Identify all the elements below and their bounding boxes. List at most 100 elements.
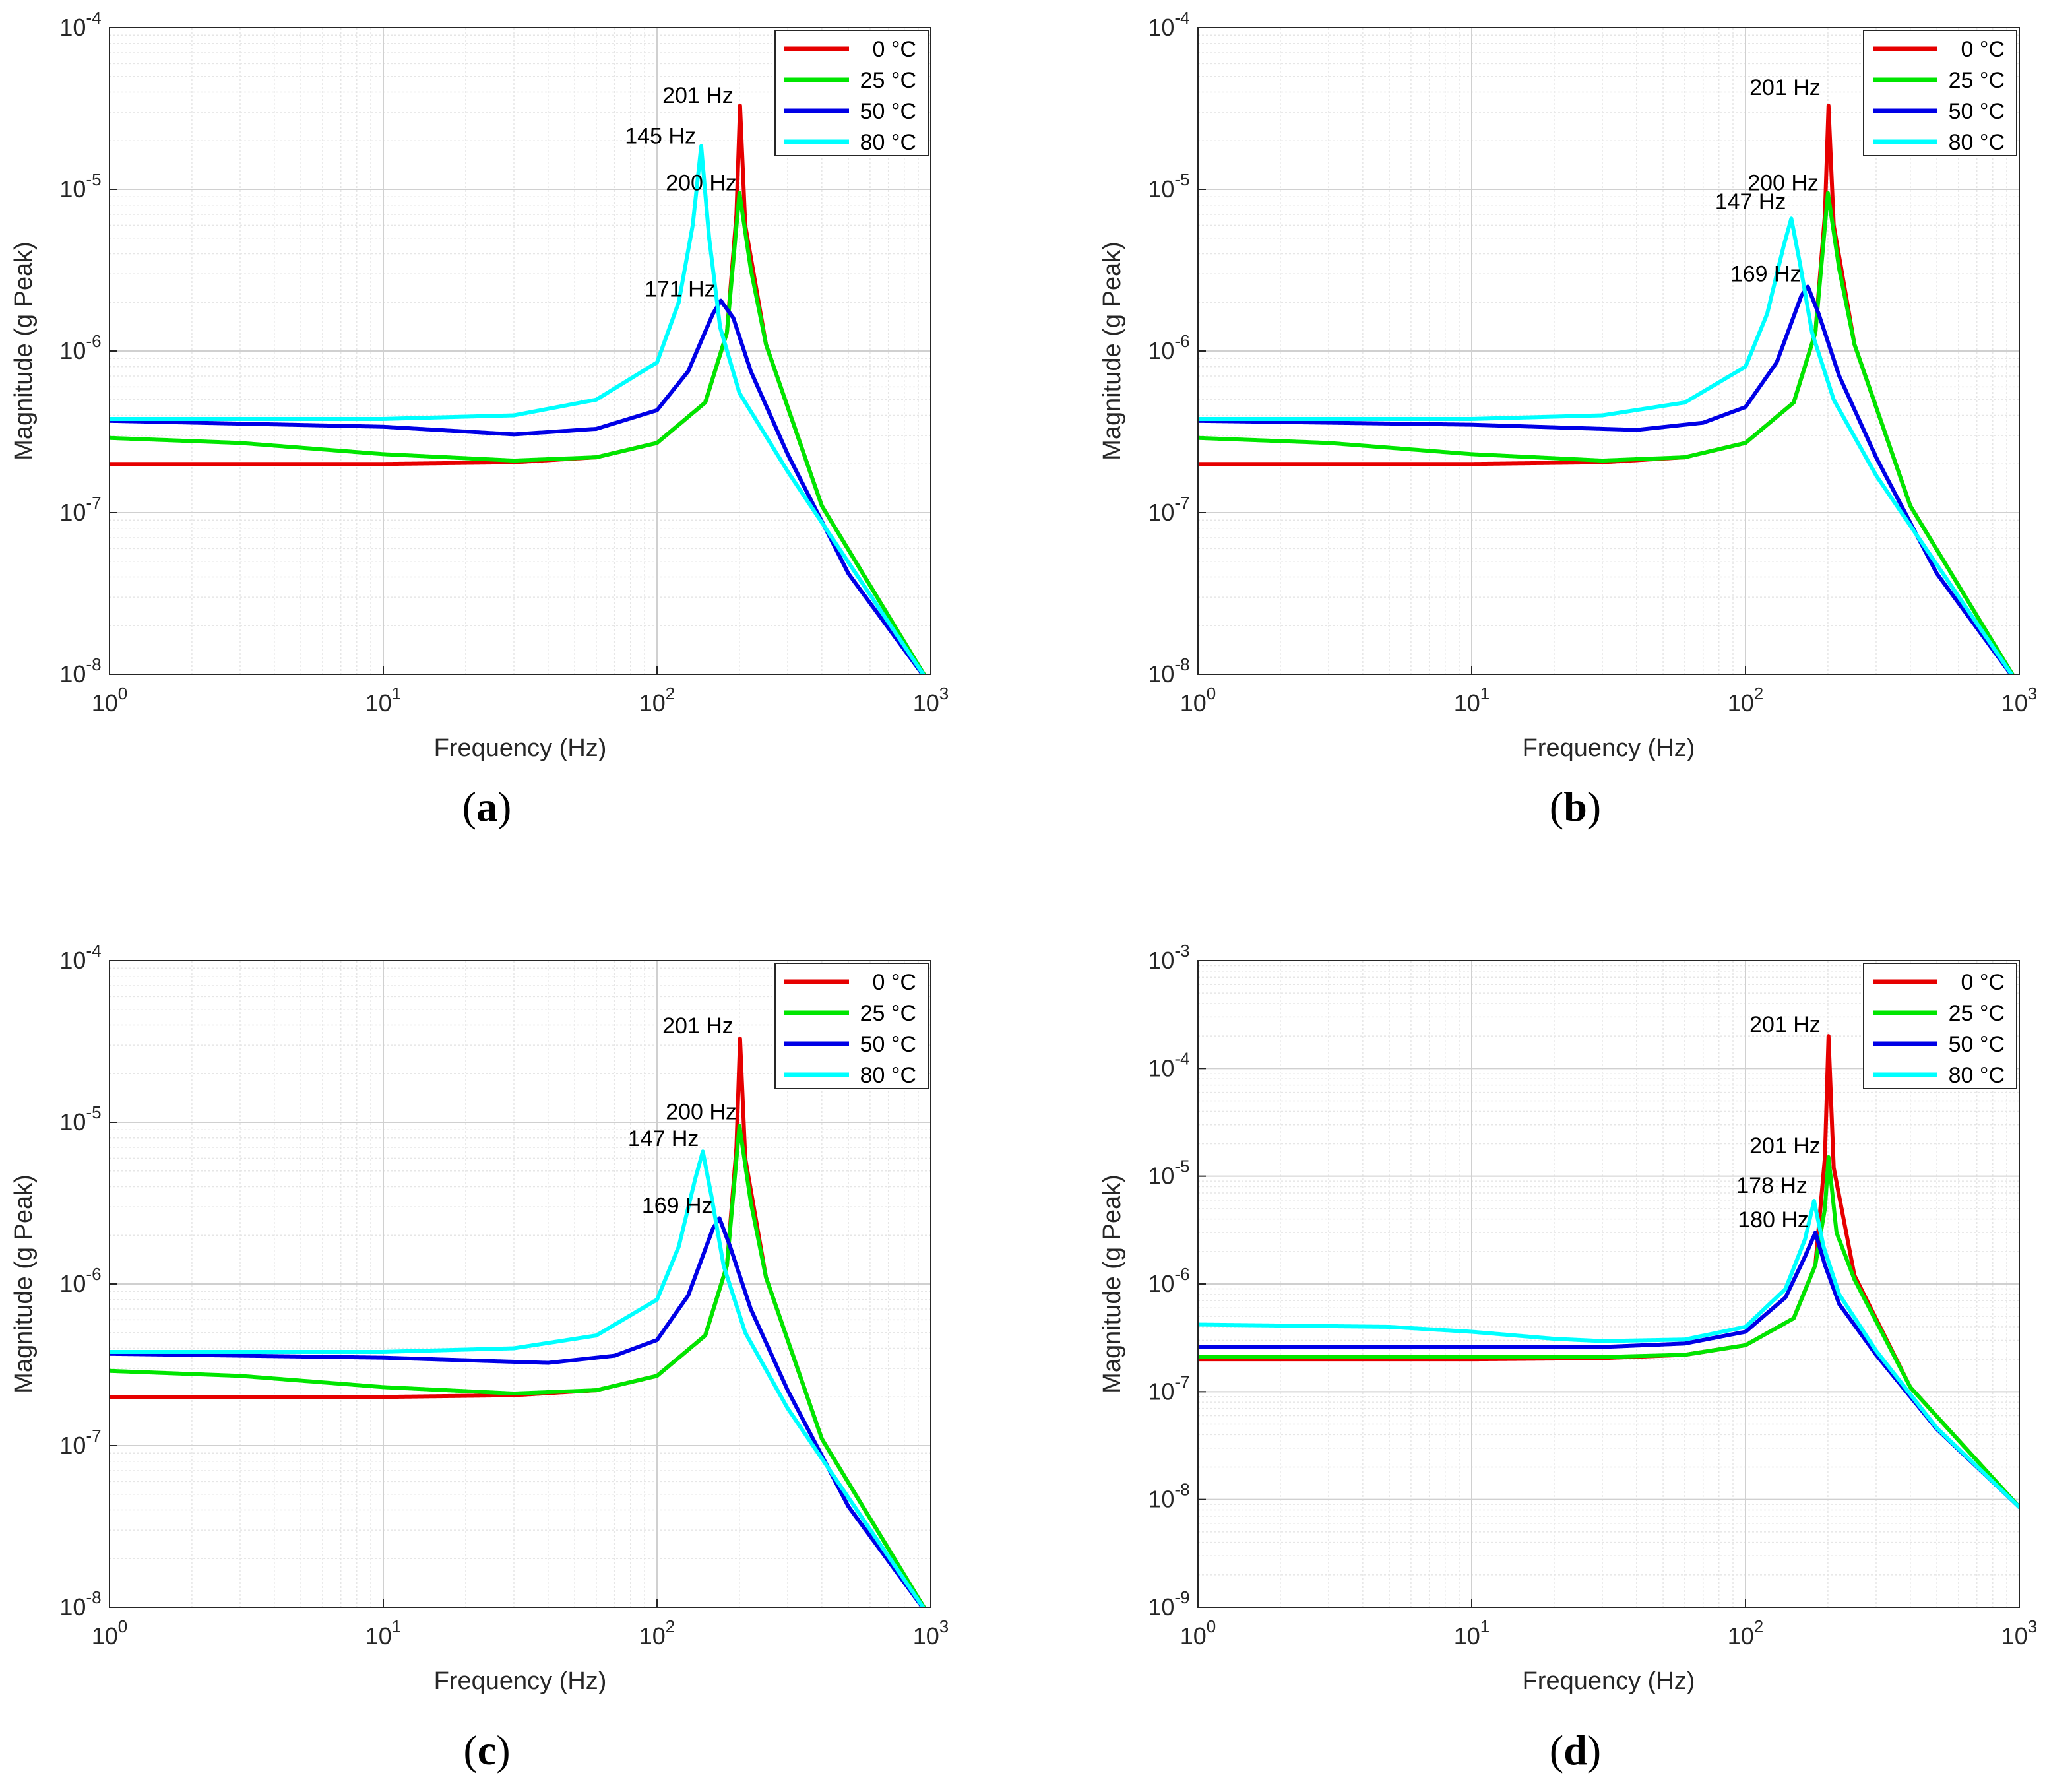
caption-letter: d <box>1563 1727 1587 1774</box>
y-tick-exponent: -6 <box>1174 331 1189 351</box>
y-tick-exponent: -5 <box>1174 1157 1189 1176</box>
x-tick-label: 101 <box>1454 684 1490 717</box>
y-tick-base: 10 <box>59 660 86 688</box>
panel-caption: (b) <box>1550 783 1601 830</box>
legend-entry-label: 0 °C <box>872 37 916 62</box>
caption-letter: b <box>1563 783 1587 830</box>
y-tick-label: 10-3 <box>1148 941 1189 974</box>
legend-entry-label: 50 °C <box>860 99 916 124</box>
legend-entry-label: 0 °C <box>872 970 916 995</box>
y-tick-base: 10 <box>59 947 86 974</box>
y-tick-label: 10-8 <box>59 1587 101 1620</box>
y-tick-label: 10-9 <box>1148 1587 1189 1620</box>
y-tick-base: 10 <box>59 176 86 203</box>
x-tick-label: 100 <box>1180 1616 1216 1649</box>
y-tick-label: 10-6 <box>59 1264 101 1297</box>
x-tick-exponent: 2 <box>1754 684 1763 703</box>
x-tick-label: 103 <box>913 684 949 717</box>
peak-annotation: 171 Hz <box>645 277 716 302</box>
y-tick-exponent: -3 <box>1174 941 1189 961</box>
caption-open-paren: ( <box>462 783 476 830</box>
x-tick-label: 102 <box>1728 1616 1764 1649</box>
x-tick-base: 10 <box>639 1622 666 1649</box>
legend-entry-label: 0 °C <box>1961 37 2005 62</box>
legend-entry-label: 80 °C <box>1949 130 2005 155</box>
x-tick-base: 10 <box>92 1622 118 1649</box>
x-tick-base: 10 <box>2001 689 2028 717</box>
y-tick-exponent: -6 <box>86 1264 101 1284</box>
y-tick-label: 10-8 <box>1148 655 1189 688</box>
x-tick-exponent: 1 <box>1480 1616 1490 1636</box>
y-axis-label: Magnitude (g Peak) <box>1098 1174 1126 1393</box>
x-tick-base: 10 <box>1728 1622 1754 1649</box>
y-tick-label: 10-8 <box>1148 1480 1189 1513</box>
x-tick-base: 10 <box>2001 1622 2028 1649</box>
x-tick-base: 10 <box>913 1622 939 1649</box>
x-tick-label: 103 <box>913 1616 949 1649</box>
y-tick-label: 10-8 <box>59 655 101 688</box>
x-tick-label: 101 <box>365 1616 402 1649</box>
y-axis-label: Magnitude (g Peak) <box>10 1174 38 1393</box>
caption-close-paren: ) <box>1587 1727 1601 1774</box>
y-tick-label: 10-4 <box>1148 8 1189 41</box>
y-tick-exponent: -8 <box>1174 655 1189 674</box>
x-tick-label: 101 <box>1454 1616 1490 1649</box>
x-tick-label: 102 <box>639 1616 676 1649</box>
y-tick-exponent: -4 <box>1174 8 1189 28</box>
y-tick-label: 10-6 <box>1148 331 1189 364</box>
annotations: 201 Hz 145 Hz 200 Hz 171 Hz <box>625 83 737 302</box>
y-tick-exponent: -7 <box>1174 1372 1189 1392</box>
peak-annotation: 178 Hz <box>1736 1173 1808 1198</box>
series-group <box>110 1036 927 1607</box>
peak-annotation: 201 Hz <box>1749 75 1821 100</box>
x-tick-exponent: 2 <box>666 684 675 703</box>
caption-close-paren: ) <box>496 1727 510 1774</box>
y-tick-base: 10 <box>1148 947 1174 974</box>
legend-entry-label: 50 °C <box>1949 1032 2005 1057</box>
y-tick-label: 10-4 <box>59 941 101 974</box>
x-tick-label: 100 <box>1180 684 1216 717</box>
x-tick-label: 103 <box>2001 1616 2038 1649</box>
series-line-80C <box>110 1149 926 1607</box>
x-tick-exponent: 0 <box>118 684 127 703</box>
legend-entry-label: 80 °C <box>1949 1063 2005 1088</box>
series-line-50C <box>110 298 926 674</box>
y-tick-label: 10-7 <box>59 1426 101 1459</box>
x-tick-exponent: 1 <box>1480 684 1490 703</box>
legend-box <box>1863 30 2017 156</box>
series-line-80C <box>1198 216 2014 674</box>
peak-annotation: 147 Hz <box>628 1126 699 1151</box>
peak-annotation: 145 Hz <box>625 124 696 149</box>
y-tick-label: 10-7 <box>1148 493 1189 526</box>
x-axis-label: Frequency (Hz) <box>434 734 607 762</box>
x-tick-exponent: 1 <box>392 684 401 703</box>
y-tick-exponent: -4 <box>86 941 101 961</box>
legend-box <box>774 30 929 156</box>
chart-panel-a: 100 101 102 10310-810-710-610-510-4Frequenc… <box>10 8 949 830</box>
y-tick-base: 10 <box>1148 660 1174 688</box>
y-tick-base: 10 <box>59 1270 86 1297</box>
y-tick-base: 10 <box>59 337 86 364</box>
y-tick-base: 10 <box>1148 1163 1174 1190</box>
y-tick-base: 10 <box>1148 1486 1174 1513</box>
peak-annotation: 201 Hz <box>1749 1134 1821 1159</box>
y-tick-base: 10 <box>1148 176 1174 203</box>
x-tick-exponent: 3 <box>2028 1616 2037 1636</box>
legend-entry-label: 80 °C <box>860 1063 916 1088</box>
peak-annotation: 180 Hz <box>1738 1207 1809 1232</box>
y-tick-base: 10 <box>1148 1593 1174 1620</box>
legend-entry-label: 0 °C <box>1961 970 2005 995</box>
y-tick-exponent: -7 <box>86 1426 101 1446</box>
legend-entry-label: 50 °C <box>1949 99 2005 124</box>
legend-entry-label: 25 °C <box>860 1001 916 1026</box>
peak-annotation: 201 Hz <box>662 83 734 108</box>
y-tick-exponent: -6 <box>1174 1264 1189 1284</box>
y-tick-exponent: -8 <box>1174 1480 1189 1500</box>
series-line-25C <box>110 191 927 674</box>
x-tick-base: 10 <box>913 689 939 717</box>
series-group <box>110 103 927 674</box>
